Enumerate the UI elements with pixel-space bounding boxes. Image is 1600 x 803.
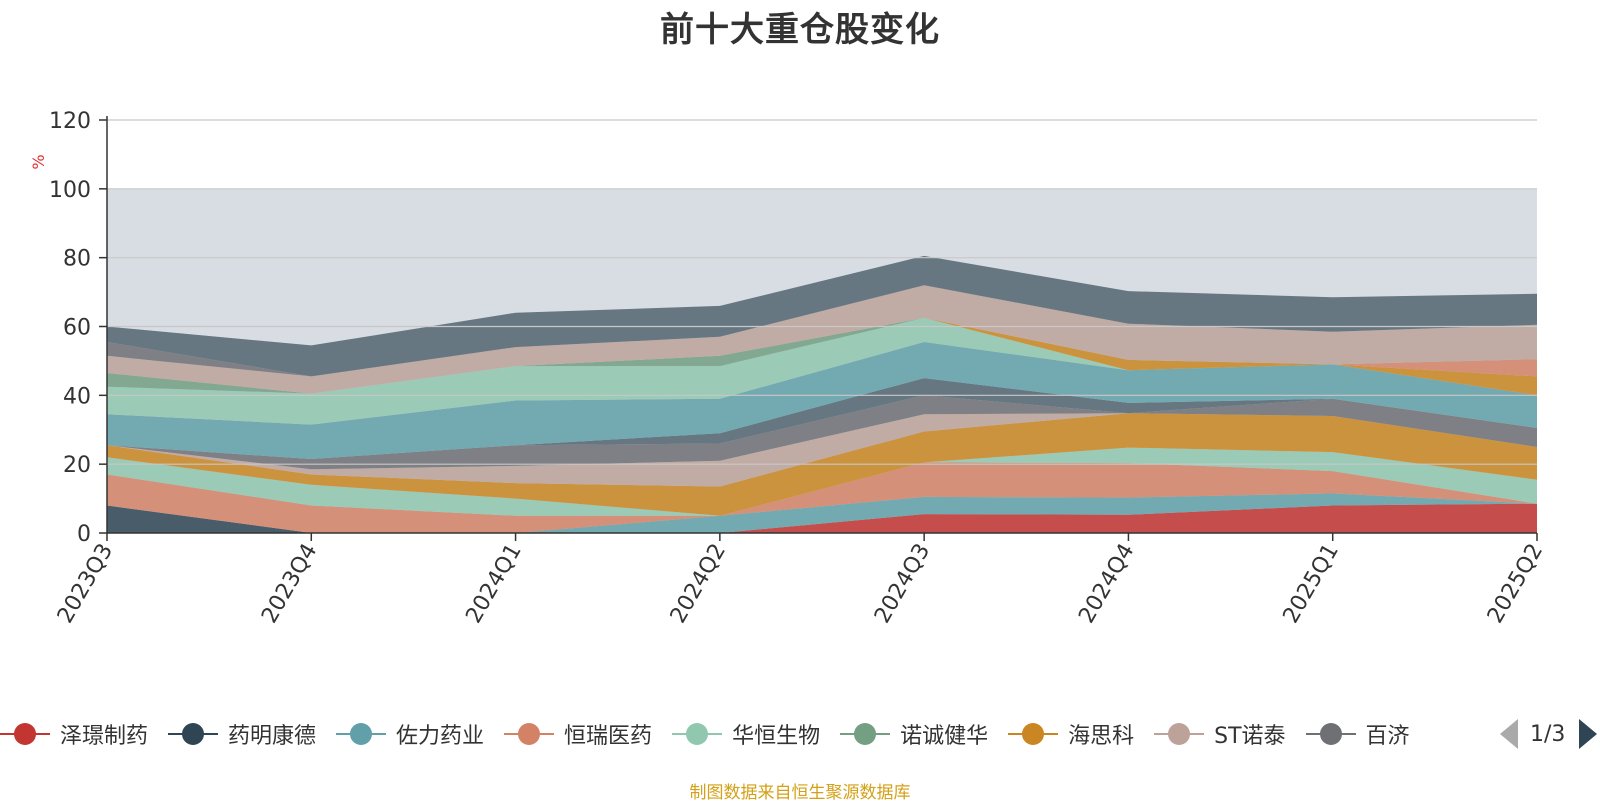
y-tick-label: 60 (63, 316, 91, 341)
legend-label: 恒瑞医药 (564, 724, 653, 749)
y-tick-label: 100 (49, 178, 91, 203)
x-tick-label: 2024Q2 (666, 540, 731, 628)
y-tick-label: 120 (49, 109, 91, 134)
y-tick-label: 80 (63, 247, 91, 272)
legend-label: 海思科 (1068, 724, 1135, 749)
legend-marker-icon (840, 722, 891, 746)
legend-item[interactable]: 佐力药业 (336, 714, 484, 754)
legend-label: 百济 (1365, 724, 1410, 749)
area-series-8[interactable] (107, 413, 1537, 487)
area-series-4[interactable] (107, 462, 1537, 533)
x-tick-label: 2025Q2 (1483, 540, 1548, 628)
legend-label: 佐力药业 (396, 724, 485, 749)
x-tick-label: 2025Q1 (1279, 540, 1344, 628)
legend-item[interactable]: 泽璟制药 (0, 714, 148, 754)
area-series-3[interactable] (107, 493, 1537, 533)
legend-item[interactable]: 药明康德 (168, 714, 316, 754)
area-series-9[interactable] (107, 395, 1537, 470)
legend-marker-icon (1008, 722, 1059, 746)
legend-marker-icon (672, 722, 723, 746)
chart-plot: 0 20 40 60 80 100 120 2023Q3 2023Q4 2024Q1 2024Q2 2… (29, 109, 1548, 628)
x-tick-label: 2023Q4 (257, 540, 322, 628)
legend-item[interactable]: 华恒生物 (672, 714, 820, 754)
legend-label: ST诺泰 (1214, 724, 1286, 749)
legend-marker-icon (336, 722, 387, 746)
legend-marker-icon (1305, 722, 1356, 746)
source-note: 制图数据来自恒生聚源数据库 (689, 783, 911, 803)
chart-title: 前十大重仓股变化 (660, 10, 940, 50)
legend-label: 泽璟制药 (60, 724, 149, 749)
legend-item[interactable]: 海思科 (1008, 714, 1134, 754)
triangle-right-icon[interactable] (1579, 719, 1598, 749)
legend-page-indicator: 1/3 (1530, 721, 1566, 747)
area-series-12[interactable] (107, 342, 1537, 459)
legend-marker-icon (0, 722, 50, 746)
y-tick-label: 0 (77, 522, 91, 547)
area-series-10[interactable] (107, 378, 1537, 459)
y-tick-label: 20 (63, 453, 91, 478)
y-tick-label: 40 (63, 384, 91, 409)
x-tick-label: 2024Q1 (461, 540, 526, 628)
legend: 泽璟制药 药明康德 佐力药业 恒瑞医药 华恒生物 诺诚健华 海思科 ST诺泰 百济 (0, 714, 1490, 754)
legend-marker-icon (1154, 722, 1205, 746)
y-axis-unit-label: % (29, 154, 48, 169)
legend-marker-icon (168, 722, 219, 746)
grid-layer (107, 119, 1537, 465)
legend-label: 华恒生物 (732, 724, 821, 749)
legend-label: 诺诚健华 (900, 724, 989, 749)
area-series-2[interactable] (107, 503, 1537, 533)
area-series-17[interactable] (107, 285, 1537, 394)
legend-pager: 1/3 (1500, 716, 1598, 752)
legend-item[interactable]: ST诺泰 (1154, 714, 1286, 754)
x-tick-label: 2023Q3 (53, 540, 118, 628)
legend-item[interactable]: 百济 (1305, 714, 1410, 754)
area-series-18[interactable] (107, 285, 1537, 377)
area-series-13[interactable] (107, 317, 1537, 425)
legend-marker-icon (504, 722, 555, 746)
legend-label: 药明康德 (228, 724, 317, 749)
x-tick-label: 2024Q4 (1074, 540, 1139, 628)
area-series-14[interactable] (107, 317, 1537, 396)
legend-item[interactable]: 诺诚健华 (840, 714, 988, 754)
area-series-19[interactable] (107, 255, 1537, 377)
x-tick-label: 2024Q3 (870, 540, 935, 628)
area-series-1[interactable] (107, 503, 1537, 533)
legend-item[interactable]: 恒瑞医药 (504, 714, 652, 754)
triangle-left-icon[interactable] (1500, 719, 1518, 749)
